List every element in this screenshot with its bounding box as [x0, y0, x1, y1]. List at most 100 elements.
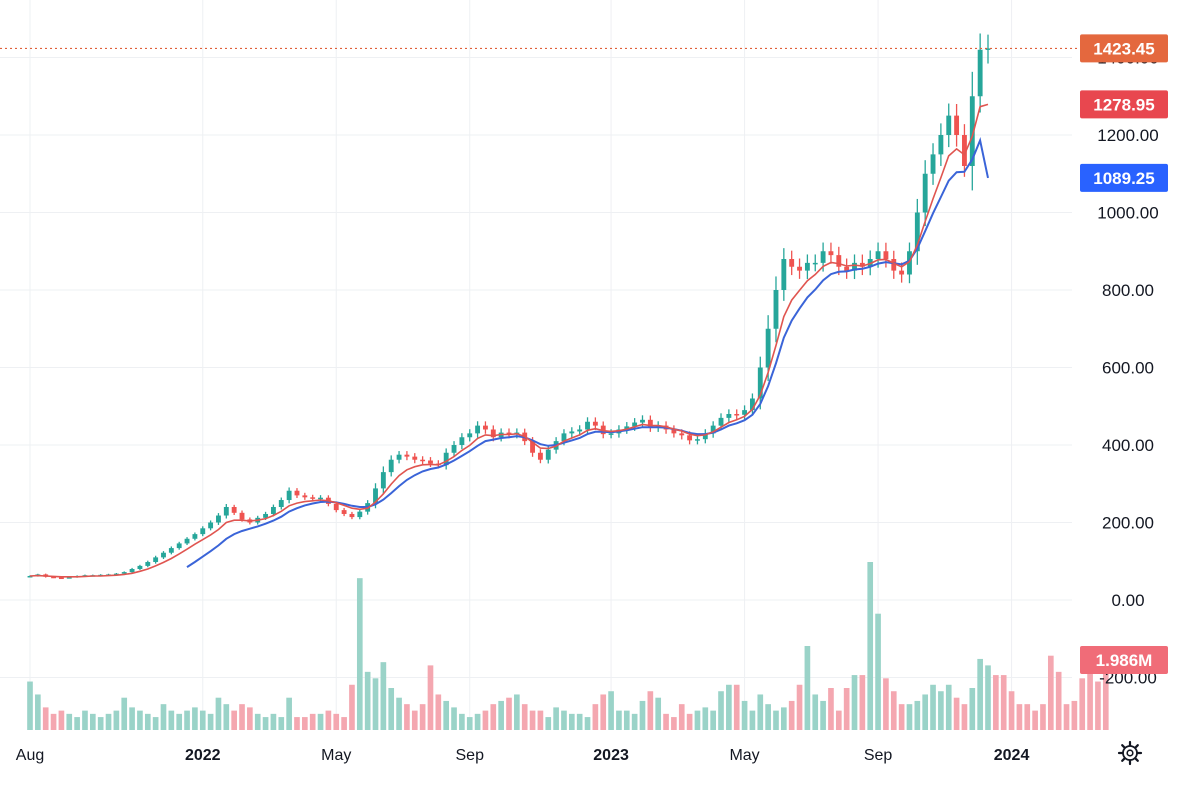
price-badges: 1423.45 1278.95 1089.25 1.986M: [0, 34, 1168, 674]
volume-bar: [294, 717, 300, 730]
volume-bar: [396, 697, 402, 730]
volume-bar: [914, 700, 921, 730]
volume-bar: [443, 700, 450, 730]
candle-body: [333, 503, 339, 511]
volume-bar: [199, 710, 206, 730]
volume-bar: [930, 684, 936, 730]
volume-bar: [58, 710, 65, 730]
y-tick-label: 1000.00: [1097, 204, 1158, 223]
candle-body: [765, 328, 771, 368]
y-tick-label: 600.00: [1102, 359, 1154, 378]
volume-bar: [1055, 671, 1062, 730]
y-tick-label: 400.00: [1102, 436, 1154, 455]
time-axis[interactable]: Aug 2022 May Sep 2023 May Sep 2024: [16, 747, 1030, 764]
candle-body: [624, 426, 630, 430]
volume-bar: [553, 707, 559, 730]
ema-slow-badge-text: 1089.25: [1093, 169, 1154, 188]
volume-badge-text: 1.986M: [1096, 651, 1153, 670]
volume-bar: [639, 700, 646, 730]
volume-bar: [27, 681, 33, 730]
volume-bar: [537, 710, 544, 730]
volume-bar: [482, 710, 489, 730]
volume-bar: [137, 710, 143, 730]
x-tick-label: May: [729, 747, 759, 764]
candle-body: [396, 454, 402, 460]
x-tick-label: 2022: [185, 747, 221, 764]
candle-body: [145, 562, 151, 566]
volume-bar: [74, 717, 80, 730]
volume-bar: [961, 704, 968, 730]
candle-body: [184, 538, 190, 544]
volume-bar: [364, 671, 371, 730]
volume-bar: [372, 678, 379, 730]
candle-body: [318, 497, 323, 500]
candle-body: [938, 135, 944, 155]
volume-bar: [686, 713, 693, 730]
candle-body: [946, 115, 952, 135]
candle-body: [294, 490, 300, 496]
candle-body: [373, 488, 378, 504]
candle-body: [270, 507, 276, 514]
candle-body: [781, 259, 787, 290]
volume-bar: [514, 694, 520, 730]
volume-bar: [427, 665, 434, 730]
volume-bar: [726, 684, 732, 730]
volume-bar: [647, 691, 654, 730]
volume-bar: [631, 713, 638, 730]
volume-bar: [270, 713, 277, 730]
volume-bar: [985, 665, 991, 730]
candle-body: [459, 437, 465, 445]
volume-bar: [1008, 691, 1015, 730]
candle-body: [804, 262, 810, 271]
volume-bar: [333, 713, 340, 730]
gear-icon[interactable]: [1117, 740, 1143, 766]
x-tick-label: 2023: [593, 747, 629, 764]
volume-bar: [404, 704, 410, 730]
candle-body: [757, 367, 763, 399]
candle-body: [726, 414, 732, 418]
volume-bar: [1087, 662, 1093, 730]
volume-bar: [262, 717, 269, 730]
volume-bar: [1071, 700, 1078, 730]
volume-badge: 1.986M: [1080, 646, 1168, 674]
candle-body: [914, 212, 920, 252]
last-price-badge: 1423.45: [1080, 34, 1168, 63]
volume-bar: [89, 713, 96, 730]
volume-bar: [883, 678, 889, 730]
candle-body: [231, 507, 237, 513]
candle-body: [702, 433, 708, 440]
candle-body: [828, 251, 834, 256]
volume-bar: [851, 675, 858, 730]
volume-bar: [671, 717, 677, 730]
candle-body: [749, 398, 755, 411]
candle-body: [844, 266, 850, 271]
volume-bar: [317, 713, 324, 730]
candle-body: [695, 439, 700, 441]
volume-bar: [1040, 704, 1046, 730]
candle-body: [216, 515, 221, 523]
candles: [27, 33, 991, 580]
candle-body: [718, 417, 724, 426]
volume-bar: [584, 717, 591, 730]
candle-body: [192, 534, 198, 539]
candle-body: [710, 425, 716, 434]
candle-body: [129, 569, 135, 573]
candle-body: [687, 435, 693, 441]
volume-bar: [254, 713, 261, 730]
candle-body: [883, 251, 889, 259]
y-tick-label: 800.00: [1102, 281, 1154, 300]
candle-body: [483, 425, 488, 430]
volume-bar: [50, 713, 57, 730]
x-tick-label: Sep: [864, 747, 893, 764]
candle-body: [632, 422, 638, 427]
settings-gear-icon[interactable]: [1117, 740, 1143, 766]
price-axis[interactable]: -200.000.00200.00400.00600.00800.001000.…: [1097, 49, 1158, 688]
volume-bar: [223, 704, 230, 730]
volume-bar: [97, 717, 104, 730]
volume-bar: [678, 704, 685, 730]
volume-bar: [35, 694, 41, 730]
volume-bar: [843, 688, 850, 730]
candle-body: [679, 433, 685, 436]
volume-bar: [121, 697, 128, 730]
